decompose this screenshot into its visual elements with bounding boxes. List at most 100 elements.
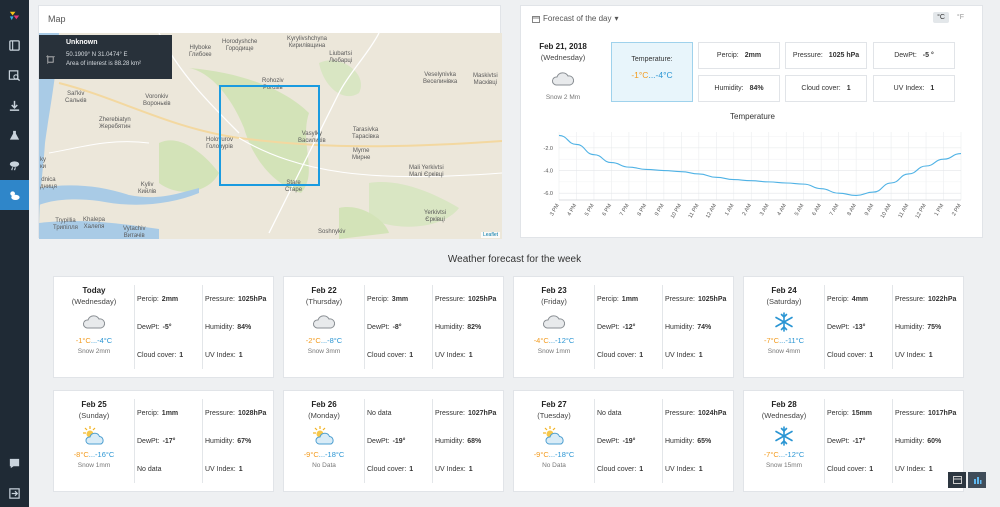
stat-label: UV Index: [665,351,696,359]
day-forecast-card[interactable]: Feb 22 (Thursday) -2°C...-8°C Snow 3mm Perci… [283,276,504,378]
crop-area-icon [46,55,55,64]
forecast-stat: DewPt: -12° [594,313,662,341]
day-summary: Today (Wednesday) -1°C...-4°C Snow 2mm [54,286,134,355]
forecast-stat: DewPt: -8° [364,313,432,341]
place-name: Vasylky [301,131,322,137]
temp-high: -7°C [763,450,779,459]
day-date: Feb 26 [311,400,337,409]
place-name-local: Сальків [65,98,87,104]
day-forecast-card[interactable]: Feb 27 (Tuesday) -9°C...-18°C No Data No dat… [513,390,734,492]
temp-separator: ... [90,336,98,345]
day-stats-grid: Percip: 1mm Pressure: 1028hPa DewPt: -17° Humi… [134,399,270,483]
sidebar-item-download[interactable] [0,90,29,120]
stat-value: 1 [928,465,933,473]
chevron-down-icon: ▾ [614,14,619,23]
day-stats-grid: No data Pressure: 1024hPa DewPt: -19° Humidit… [594,399,730,483]
tooltip-area: Area of interest is 88.28 km² [66,61,142,67]
temperature-box[interactable]: Temperature: -1°C...-4°C [611,42,693,102]
forecast-dropdown[interactable]: Forecast of the day ▾ [532,14,619,23]
sidebar-item-logout[interactable] [0,478,29,507]
area-of-interest-rectangle[interactable] [219,85,320,186]
stat-label: DewPt: [597,323,620,331]
day-forecast-card[interactable]: Today (Wednesday) -1°C...-4°C Snow 2mm Perci… [53,276,274,378]
fahrenheit-button[interactable]: °F [956,14,964,21]
stat-label: Cloud cover: [597,351,637,359]
stat-label: Cloud cover: [827,465,867,473]
day-weekday: (Monday) [308,411,340,420]
forecast-stat: No data [594,399,662,427]
stat-label: Cloud cover: [827,351,867,359]
stat-label: Humidity: [895,323,925,331]
day-forecast-card[interactable]: Feb 24 (Saturday) -7°C...-11°C Snow 4mm Perc… [743,276,964,378]
stat-label: Percip: [367,295,389,303]
stat-value: 1025hPa [237,295,267,303]
place-name: Horodyshche [222,39,258,45]
app-logo[interactable] [0,0,29,30]
stat-value: 1 [869,465,874,473]
stat-label: Pressure: [665,409,695,417]
stat-label: Humidity: [665,323,695,331]
day-condition: Snow 1mm [77,462,111,469]
x-tick-label: 11 PM [688,203,701,220]
snowflake-icon [775,426,793,446]
chat-icon [9,458,20,468]
stat-label: Pressure: [435,295,465,303]
sidebar-item-feedback[interactable] [0,448,29,478]
storm-icon [9,160,20,170]
dewpt-label: DewPt: [894,52,917,59]
x-tick-label: 5 AM [794,203,806,217]
sidebar-item-weather[interactable] [0,180,29,210]
table-view-button[interactable] [948,472,966,488]
forecast-stat: Humidity: 74% [662,313,730,341]
pressure-stat: Pressure: 1025 hPa [785,42,867,69]
forecast-stat: Percip: 4mm [824,285,892,313]
day-date: Feb 28 [771,400,797,409]
sidebar-item-catalog[interactable] [0,30,29,60]
stat-value: -5° [162,323,172,331]
map-title: Map [48,14,66,24]
table-view-icon [952,476,962,484]
image-search-icon [8,69,21,81]
place-name: Liubartsi [329,51,352,57]
sidebar-item-storm[interactable] [0,150,29,180]
celsius-button[interactable]: °C [933,12,949,23]
forecast-stat: Pressure: 1025hPa [432,285,500,313]
map-place-label: Myrne Мирне [352,148,370,162]
forecast-stat: Pressure: 1017hPa [892,399,960,427]
map-card: Map Hlyboke Глибоке Horodyshche Городище Kyr… [38,5,502,239]
x-tick-label: 7 AM [829,203,841,217]
stat-label: Cloud cover: [367,351,407,359]
day-forecast-card[interactable]: Feb 26 (Monday) -9°C...-18°C No Data No data… [283,390,504,492]
forecast-stat: Percip: 2mm [134,285,202,313]
stat-value: 68% [467,437,482,445]
day-forecast-card[interactable]: Feb 25 (Sunday) -8°C...-16°C Snow 1mm Percip… [53,390,274,492]
day-date: Feb 27 [541,400,567,409]
uv-index-value: 1 [930,85,935,92]
temp-low: -12°C [785,450,805,459]
forecast-stat: Percip: 1mm [594,285,662,313]
x-tick-label: 8 AM [846,203,858,217]
today-condition: Snow 2 Mm [545,94,581,101]
sidebar-item-search-images[interactable] [0,60,29,90]
leaflet-attribution-link[interactable]: Leaflet [480,232,500,238]
cloud-cover-stat: Cloud cover: 1 [785,75,867,102]
temp-separator: ... [779,336,786,345]
map-place-label: Vytachiv Витачів [123,226,145,239]
map-view[interactable]: Hlyboke Глибоке Horodyshche Городище Kyryliv… [39,33,502,239]
temp-separator: ... [648,70,656,80]
forecast-stat: UV Index: 1 [432,455,500,483]
map-place-label: Kyrylivshchyna Кирилівщина [287,36,327,50]
day-forecast-card[interactable]: Feb 28 (Wednesday) -7°C...-12°C Snow 15mm Pe… [743,390,964,492]
stat-label: Humidity: [665,437,695,445]
today-summary: Feb 21, 2018 (Wednesday) Snow 2 Mm [529,42,597,101]
day-forecast-card[interactable]: Feb 23 (Friday) -4°C...-12°C Snow 1mm Percip… [513,276,734,378]
chart-view-button[interactable] [968,472,986,488]
stat-label: UV Index: [435,465,466,473]
forecast-stat: DewPt: -17° [134,427,202,455]
week-title: Weather forecast for the week [447,254,582,265]
sidebar-item-lab[interactable] [0,120,29,150]
temp-high: -7°C [763,336,780,345]
x-tick-label: 10 PM [670,203,683,220]
forecast-stat: Humidity: 68% [432,427,500,455]
temp-high: -9°C [533,450,549,459]
